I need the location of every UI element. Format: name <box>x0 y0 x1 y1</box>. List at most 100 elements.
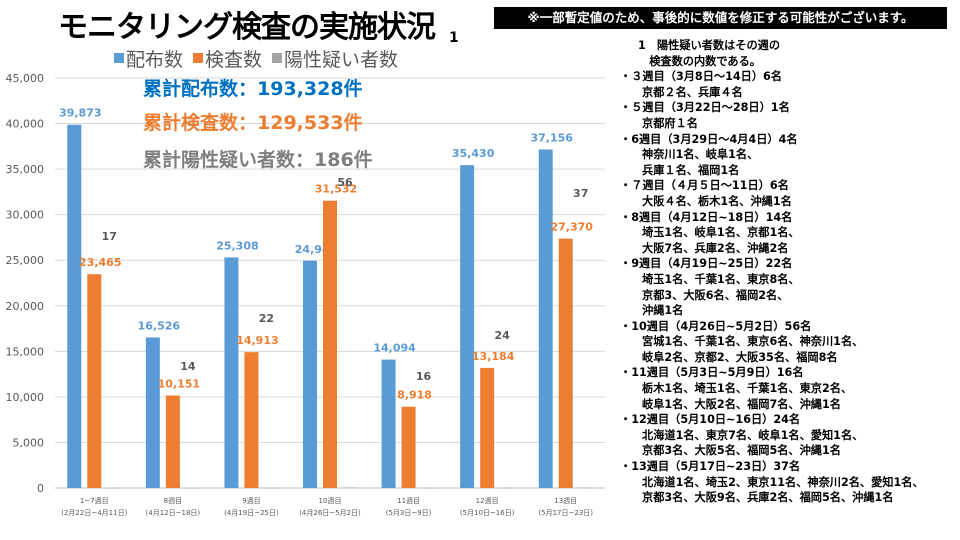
bar-distributed <box>145 337 160 488</box>
footnote-period: ・6週目（3月29日～4月4日）4名 <box>620 132 798 146</box>
bar-distributed <box>381 359 396 488</box>
x-tick-sublabel: (4月19日~25日) <box>224 509 279 517</box>
bar-positive <box>343 487 357 488</box>
total-tested: 累計検査数：129,533件 <box>143 112 363 134</box>
y-tick-label: 30,000 <box>6 209 45 222</box>
y-tick-label: 45,000 <box>6 72 45 85</box>
data-label-tested: 14,913 <box>236 334 278 347</box>
bar-distributed <box>303 260 317 488</box>
footnote-period: ・9週目（4月19日~25日）22名 <box>620 257 793 271</box>
footnote-detail: 大阪7名、兵庫2名、沖縄2名 <box>642 241 789 255</box>
legend-label-distributed: 配布数 <box>126 48 184 71</box>
x-tick-sublabel: (2月22日~4月11日) <box>61 509 127 517</box>
total-distributed: 累計配布数：193,328件 <box>143 78 363 100</box>
x-tick-sublabel: (5月17日~23日) <box>538 509 593 517</box>
x-tick-sublabel: (4月26日~5月2日) <box>299 509 361 517</box>
bar-positive <box>578 487 593 489</box>
legend-item-tested: 検査数 <box>193 45 262 72</box>
bar-positive <box>264 487 279 489</box>
footnote-detail: 兵庫１名、福岡1名 <box>642 163 740 177</box>
x-tick-label: 13週目 <box>554 496 577 505</box>
footnote-detail: 岐阜1名、大阪2名、福岡7名、沖縄1名 <box>642 397 841 411</box>
y-tick-label: 25,000 <box>6 254 45 267</box>
bar-tested <box>558 238 573 488</box>
data-label-positive: 16 <box>416 370 432 383</box>
bar-distributed <box>67 124 82 488</box>
bar-distributed <box>460 165 475 488</box>
data-label-tested: 27,370 <box>550 221 593 234</box>
footnote-period: ・13週目（5月17日~23日）37名 <box>620 460 801 474</box>
provisional-notice: ※一部暫定値のため、事後的に数値を修正する可能性がございます。 <box>494 7 947 29</box>
footnote-period: ・10週目（4月26日~5月2日）56名 <box>620 319 812 333</box>
data-label-distributed: 35,430 <box>452 147 495 160</box>
legend-swatch-distributed <box>114 53 124 63</box>
footnote-detail: 宮城1名、千葉1名、東京6名、神奈川1名、 <box>642 335 864 349</box>
y-tick-label: 5,000 <box>13 436 45 449</box>
footnote-detail: 北海道1名、埼玉2、東京11名、神奈川2名、愛知1名、 <box>642 475 924 489</box>
y-tick-label: 15,000 <box>6 345 45 358</box>
footnote-detail: 京都3、大阪6名、福岡2名、 <box>642 288 789 302</box>
bar-positive <box>421 487 436 489</box>
data-label-tested: 8,918 <box>397 389 432 402</box>
x-tick-label: 10週目 <box>319 496 342 505</box>
footnote-period: ・５週目（3月22日～28日）1名 <box>620 101 790 115</box>
footnote-period: ・12週目（5月10日~16日）24名 <box>620 413 801 427</box>
bar-positive <box>500 487 515 489</box>
data-label-tested: 31,532 <box>315 183 357 196</box>
footnote-period: ・11週目（5月3日~5月9日）16名 <box>620 366 804 380</box>
bar-distributed <box>224 257 239 488</box>
y-tick-label: 0 <box>37 482 44 495</box>
data-label-positive: 17 <box>102 230 117 243</box>
total-positive: 累計陽性疑い者数：186件 <box>143 149 373 171</box>
bar-positive <box>185 487 200 489</box>
bar-tested <box>401 406 416 488</box>
footnote-detail: 栃木1名、埼玉1名、千葉1名、東京2名、 <box>642 382 853 396</box>
footnote-detail: 京都3名、大阪9名、兵庫2名、福岡5名、沖縄1名 <box>642 491 894 505</box>
y-tick-label: 40,000 <box>6 118 45 131</box>
legend-swatch-tested <box>193 53 204 63</box>
y-tick-label: 10,000 <box>6 391 45 404</box>
chart-legend: 配布数 検査数 陽性疑い者数 <box>114 45 398 71</box>
bar-distributed <box>538 149 553 488</box>
bar-tested <box>480 367 495 488</box>
bar-tested <box>87 274 102 488</box>
x-tick-sublabel: (5月3日~9日) <box>386 509 432 517</box>
x-tick-label: 1~7週目 <box>80 496 109 505</box>
legend-item-distributed: 配布数 <box>114 45 183 72</box>
footnote-detail: 北海道1名、東京7名、岐阜1名、愛知1名、 <box>642 428 864 442</box>
data-label-positive: 37 <box>573 187 588 200</box>
footnote-detail: 岐阜2名、京都2、大阪35名、福岡8名 <box>642 350 838 364</box>
x-tick-label: 12週目 <box>476 496 499 505</box>
data-label-tested: 23,465 <box>79 256 121 269</box>
bar-tested <box>244 352 259 488</box>
footnote-detail: 京都２名、兵庫４名 <box>642 85 743 99</box>
footnote-detail: 埼玉1名、千葉1名、東京8名、 <box>642 272 800 286</box>
title-footnote-marker: 1 <box>449 30 459 46</box>
footnote-period: ・8週目（4月12日~18日）14名 <box>620 210 793 224</box>
bar-tested <box>165 395 180 488</box>
page-title: モニタリング検査の実施状況 <box>58 10 436 45</box>
y-tick-label: 20,000 <box>6 300 45 313</box>
data-label-distributed: 37,156 <box>530 131 573 144</box>
x-tick-label: 8週目 <box>164 496 182 505</box>
x-tick-label: 11週目 <box>397 496 420 505</box>
data-label-positive: 14 <box>180 360 196 373</box>
footnote-detail: 埼玉1名、岐阜1名、京都1名、 <box>642 226 800 240</box>
data-label-distributed: 39,873 <box>59 107 101 120</box>
x-tick-label: 9週目 <box>242 496 260 505</box>
footnote-detail: 京都3名、大阪5名、福岡5名、沖縄1名 <box>642 444 841 458</box>
x-tick-sublabel: (5月10日~16日) <box>460 509 515 517</box>
data-label-positive: 24 <box>494 329 510 342</box>
data-label-positive: 22 <box>259 312 274 325</box>
bar-chart: 0 5,000 10,000 15,000 20,000 25,000 30,000 35,0… <box>6 72 605 517</box>
footnote-period: ・３週目（3月8日～14日）6名 <box>620 70 782 84</box>
data-label-distributed: 16,526 <box>138 319 181 332</box>
legend-label-positive: 陽性疑い者数 <box>284 48 399 71</box>
footnote-period: ・７週目（４月５日～11日）6名 <box>620 179 789 193</box>
legend-item-positive: 陽性疑い者数 <box>272 45 398 72</box>
y-tick-label: 35,000 <box>6 163 45 176</box>
footnote-list: ・３週目（3月8日～14日）6名 京都２名、兵庫４名・５週目（3月22日～28日）… <box>620 69 960 506</box>
footnote-panel: 1 陽性疑い者数はその週の 検査数の内数である。 ・３週目（3月8日～14日）6… <box>620 38 960 506</box>
legend-swatch-positive <box>272 53 283 63</box>
legend-label-tested: 検査数 <box>205 48 263 71</box>
